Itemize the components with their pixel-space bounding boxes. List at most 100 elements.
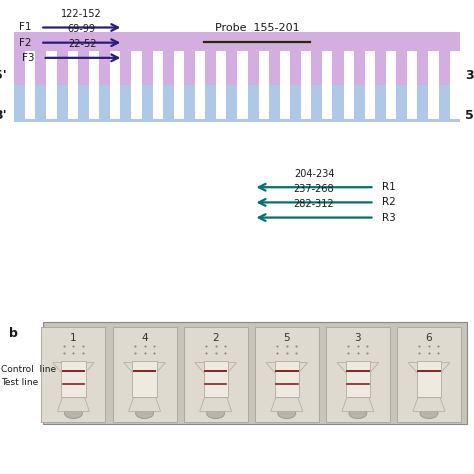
Polygon shape	[342, 398, 374, 411]
Bar	[14, 32, 460, 85]
Text: 3': 3'	[465, 69, 474, 82]
Bar	[259, 51, 269, 85]
Bar	[61, 361, 86, 397]
Bar	[216, 51, 227, 85]
Bar	[344, 51, 354, 85]
Ellipse shape	[207, 408, 225, 419]
Bar	[25, 51, 36, 85]
Bar	[153, 51, 163, 85]
Text: 2: 2	[212, 333, 219, 343]
Bar	[46, 51, 57, 85]
Bar	[326, 327, 390, 422]
Polygon shape	[195, 363, 237, 374]
Bar	[174, 85, 184, 119]
Ellipse shape	[278, 408, 296, 419]
Bar	[255, 327, 319, 422]
Text: F1: F1	[19, 22, 32, 33]
Bar	[280, 85, 290, 119]
Text: 204-234: 204-234	[294, 169, 334, 179]
Polygon shape	[200, 398, 232, 411]
Text: R2: R2	[382, 197, 395, 208]
Bar	[417, 361, 441, 397]
Polygon shape	[413, 398, 445, 411]
Ellipse shape	[64, 408, 82, 419]
Bar	[450, 51, 460, 85]
Text: 5': 5'	[0, 69, 7, 82]
Bar	[131, 85, 142, 119]
Bar	[14, 69, 460, 122]
Text: 237-268: 237-268	[294, 184, 334, 194]
Bar	[110, 51, 120, 85]
Text: 3: 3	[355, 333, 361, 343]
Bar	[450, 85, 460, 119]
Bar	[195, 51, 205, 85]
Bar	[237, 51, 247, 85]
Ellipse shape	[349, 408, 367, 419]
Text: 22-52: 22-52	[69, 39, 97, 49]
Bar	[322, 85, 332, 119]
Bar	[46, 85, 57, 119]
Bar	[89, 51, 99, 85]
Polygon shape	[337, 363, 379, 374]
Bar	[322, 51, 332, 85]
Polygon shape	[271, 398, 303, 411]
Text: 4: 4	[141, 333, 148, 343]
Bar	[195, 85, 205, 119]
Text: 69-99: 69-99	[68, 24, 96, 34]
Bar	[237, 85, 247, 119]
Bar	[112, 327, 176, 422]
Text: R1: R1	[382, 182, 395, 192]
Bar	[68, 85, 78, 119]
Text: 3': 3'	[0, 109, 7, 122]
Bar	[41, 327, 105, 422]
Text: F3: F3	[22, 53, 34, 63]
Bar	[184, 327, 247, 422]
Text: b: b	[9, 327, 18, 340]
Text: 5: 5	[283, 333, 290, 343]
Bar	[131, 51, 142, 85]
Bar	[365, 85, 375, 119]
Polygon shape	[53, 363, 94, 374]
Bar	[280, 51, 290, 85]
Text: Probe  155-201: Probe 155-201	[215, 23, 300, 33]
Text: Test line: Test line	[1, 379, 38, 387]
Ellipse shape	[136, 408, 154, 419]
Bar	[153, 85, 163, 119]
Polygon shape	[408, 363, 450, 374]
Bar	[344, 85, 354, 119]
Bar	[365, 51, 375, 85]
Polygon shape	[57, 398, 90, 411]
Bar	[428, 85, 438, 119]
Bar	[203, 361, 228, 397]
Text: R3: R3	[382, 212, 395, 223]
Text: 122-152: 122-152	[62, 9, 102, 19]
Text: 5': 5'	[465, 109, 474, 122]
Bar	[346, 361, 370, 397]
Bar	[43, 322, 467, 424]
Polygon shape	[128, 398, 161, 411]
Text: 1: 1	[70, 333, 77, 343]
Bar	[397, 327, 461, 422]
Polygon shape	[124, 363, 165, 374]
Polygon shape	[266, 363, 308, 374]
Bar	[428, 51, 438, 85]
Bar	[407, 51, 417, 85]
Bar	[407, 85, 417, 119]
Text: 282-312: 282-312	[294, 199, 334, 209]
Bar	[110, 85, 120, 119]
Bar	[68, 51, 78, 85]
Bar	[386, 85, 396, 119]
Text: F2: F2	[19, 37, 32, 48]
Bar	[132, 361, 157, 397]
Bar	[259, 85, 269, 119]
Bar	[274, 361, 299, 397]
Bar	[89, 85, 99, 119]
Bar	[216, 85, 227, 119]
Text: 6: 6	[426, 333, 432, 343]
Bar	[301, 85, 311, 119]
Bar	[174, 51, 184, 85]
Text: Control  line: Control line	[1, 365, 56, 374]
Bar	[301, 51, 311, 85]
Bar	[25, 85, 36, 119]
Bar	[386, 51, 396, 85]
